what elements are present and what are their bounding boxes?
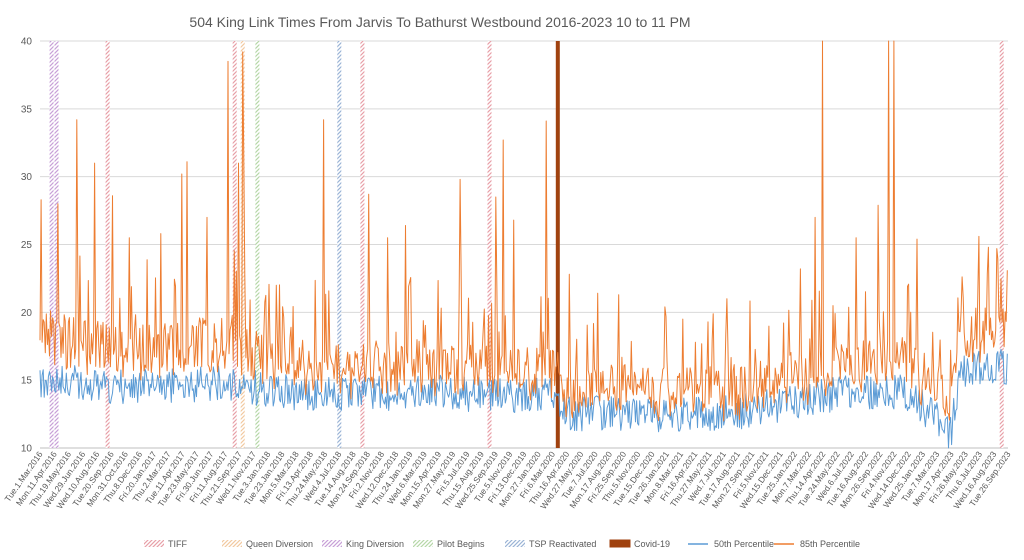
event-marker	[105, 41, 110, 448]
legend-item: Queen Diversion	[222, 539, 313, 549]
event-marker	[360, 41, 365, 448]
legend-label: 50th Percentile	[714, 539, 774, 549]
y-tick-label: 15	[21, 376, 33, 387]
event-marker	[999, 41, 1004, 448]
event-marker	[54, 41, 59, 448]
legend-label: King Diversion	[346, 539, 404, 549]
legend-label: Pilot Begins	[437, 539, 485, 549]
legend-label: Queen Diversion	[246, 539, 313, 549]
legend-label: TSP Reactivated	[529, 539, 596, 549]
legend-label: Covid-19	[634, 539, 670, 549]
y-tick-label: 10	[21, 444, 33, 455]
chart-title: 504 King Link Times From Jarvis To Bathu…	[189, 14, 690, 30]
y-tick-label: 40	[21, 37, 33, 48]
y-tick-label: 25	[21, 240, 33, 251]
legend-item: King Diversion	[322, 539, 404, 549]
legend-label: 85th Percentile	[800, 539, 860, 549]
event-marker	[240, 41, 245, 448]
legend-item: TIFF	[144, 539, 187, 549]
y-tick-label: 20	[21, 308, 33, 319]
event-marker	[49, 41, 54, 448]
legend-item: TSP Reactivated	[505, 539, 596, 549]
series-lines	[39, 40, 1008, 449]
legend-swatch	[222, 540, 242, 547]
event-marker	[337, 41, 342, 448]
legend-item: Pilot Begins	[413, 539, 485, 549]
legend-swatch	[413, 540, 433, 547]
event-marker	[487, 41, 492, 448]
legend-swatch	[505, 540, 525, 547]
y-tick-label: 35	[21, 104, 33, 115]
legend-item: 50th Percentile	[688, 539, 774, 549]
event-marker	[232, 41, 237, 448]
x-axis: Tue.1.Mar.2016Mon.11.Apr.2016Thu.19.May.…	[2, 449, 1012, 511]
y-tick-label: 30	[21, 172, 33, 183]
series-line-85th-percentile	[39, 40, 1008, 422]
legend-label: TIFF	[168, 539, 187, 549]
legend-swatch	[144, 540, 164, 547]
series-line-50th-percentile	[39, 348, 1008, 449]
legend-swatch	[609, 539, 631, 548]
legend-item: Covid-19	[609, 539, 670, 549]
legend: TIFF Queen Diversion King Diversion Pilot B…	[144, 539, 860, 549]
legend-item: 85th Percentile	[774, 539, 860, 549]
legend-swatch	[322, 540, 342, 547]
event-marker	[255, 41, 260, 448]
event-markers	[49, 41, 1004, 448]
event-marker	[555, 41, 560, 448]
y-axis: 10 15 20 25 30 35 40	[21, 37, 33, 455]
